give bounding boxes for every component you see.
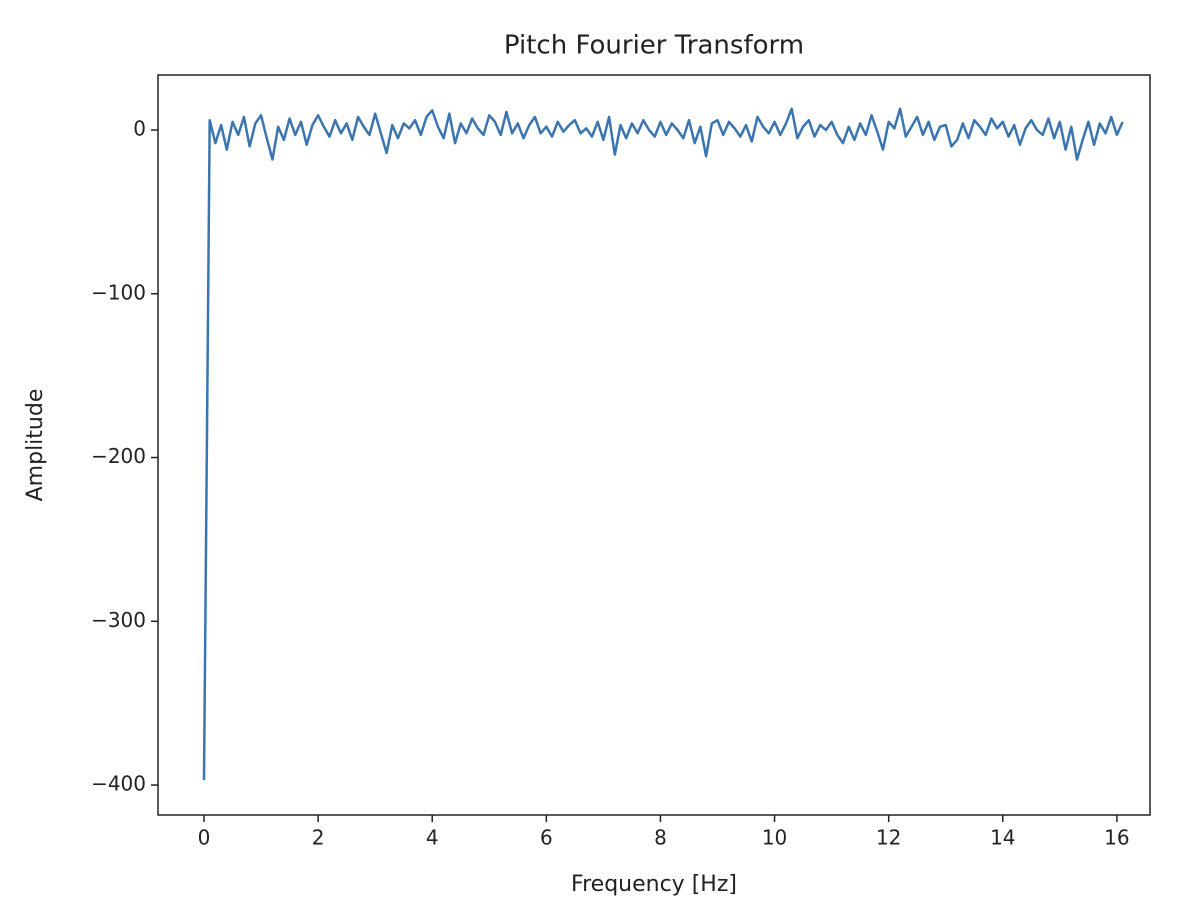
line-series (202, 107, 1124, 781)
x-tick-label: 10 (762, 826, 787, 850)
chart-title: Pitch Fourier Transform (504, 31, 804, 61)
x-tick-label: 8 (654, 826, 667, 850)
y-tick-label: −300 (91, 608, 146, 632)
y-tick-label: 0 (133, 117, 146, 141)
x-tick-label: 16 (1104, 826, 1129, 850)
x-tick-label: 2 (312, 826, 325, 850)
x-tick-label: 14 (990, 826, 1015, 850)
plot-frame (157, 74, 1151, 816)
y-tick-label: −100 (91, 280, 146, 304)
x-tick-label: 0 (198, 826, 211, 850)
x-tick-label: 4 (426, 826, 439, 850)
x-axis-label: Frequency [Hz] (571, 872, 737, 897)
y-axis-label: Amplitude (23, 389, 48, 502)
y-tick-label: −200 (91, 444, 146, 468)
x-tick-label: 12 (876, 826, 901, 850)
x-tick-label: 6 (540, 826, 553, 850)
y-tick-label: −400 (91, 772, 146, 796)
